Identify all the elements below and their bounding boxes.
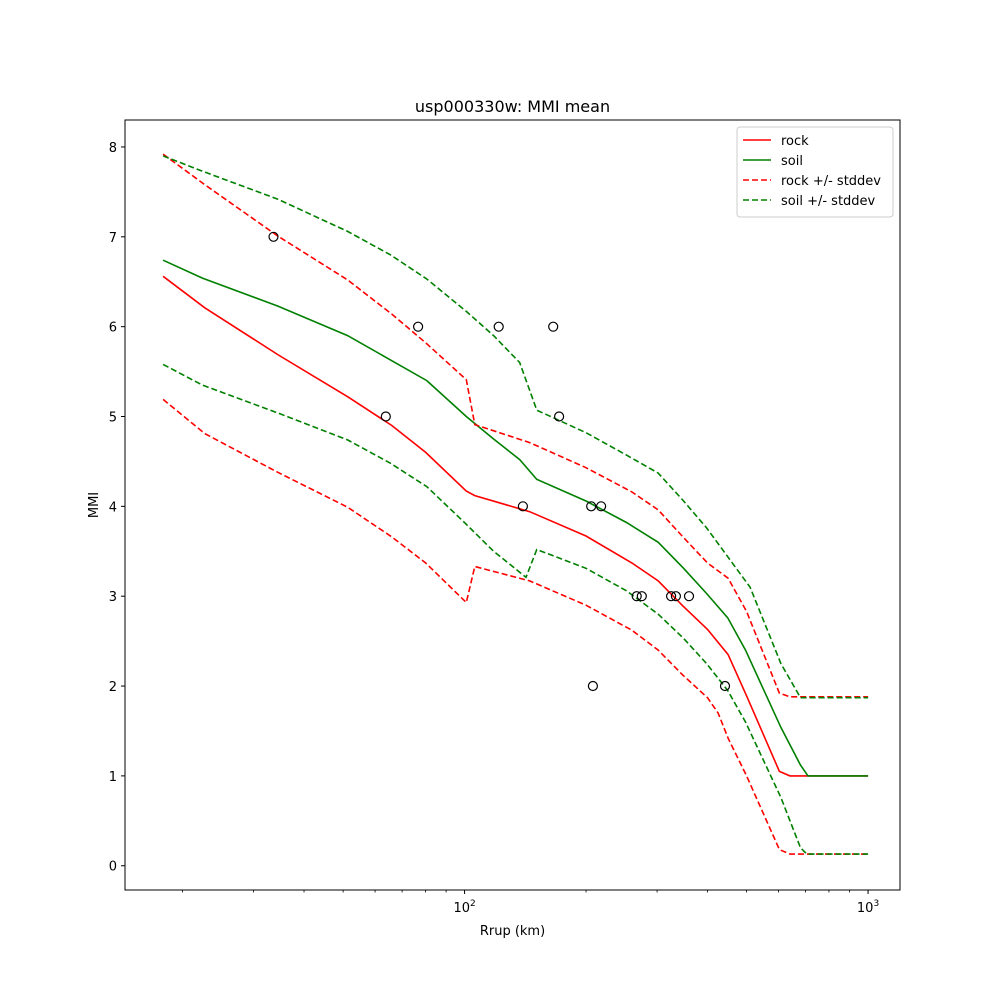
observation-point — [683, 591, 695, 602]
observation-point — [636, 591, 647, 602]
chart-title: usp000330w: MMI mean — [415, 97, 610, 116]
observation-point — [548, 321, 559, 332]
y-tick-label: 4 — [109, 500, 117, 515]
observation-points — [268, 231, 731, 692]
legend: rock soil rock +/- stddev soil +/- stddev — [736, 126, 894, 218]
series-line-2 — [162, 153, 869, 698]
x-tick-label: 102 — [453, 899, 475, 916]
y-tick-label: 0 — [109, 860, 117, 875]
series-line-0 — [162, 275, 869, 777]
observation-point — [631, 591, 642, 602]
observation-point — [670, 591, 682, 602]
legend-label: soil — [781, 154, 803, 169]
y-tick-label: 5 — [109, 410, 117, 425]
axes-frame — [124, 119, 901, 891]
series-line-3 — [162, 398, 869, 855]
observation-point — [587, 680, 599, 692]
y-tick-label: 2 — [109, 680, 117, 695]
y-tick-label: 6 — [109, 321, 117, 336]
x-tick-label: 103 — [857, 899, 879, 916]
observation-point — [586, 501, 597, 512]
observation-point — [517, 501, 529, 512]
legend-label: rock +/- stddev — [781, 174, 881, 189]
plot-area — [162, 153, 869, 855]
series-line-4 — [162, 155, 869, 699]
y-axis: 0 1 2 3 4 5 6 7 8 — [109, 141, 125, 875]
observation-point — [493, 321, 504, 332]
y-axis-label: MMI — [87, 492, 102, 518]
legend-label: rock — [781, 134, 809, 149]
x-axis: 102 103 — [182, 890, 879, 916]
y-tick-label: 7 — [109, 231, 117, 246]
y-tick-label: 3 — [109, 590, 117, 605]
legend-label: soil +/- stddev — [781, 194, 876, 209]
observation-point — [268, 231, 279, 242]
observation-point — [665, 591, 677, 602]
x-axis-label: Rrup (km) — [480, 924, 545, 939]
y-tick-label: 1 — [109, 770, 117, 785]
legend-box — [736, 126, 894, 218]
series-line-5 — [162, 363, 869, 855]
observation-point — [553, 411, 565, 422]
series-line-1 — [162, 259, 869, 777]
observation-point — [380, 411, 391, 422]
observation-point — [413, 321, 424, 332]
observation-point — [595, 501, 607, 512]
y-tick-label: 8 — [109, 141, 117, 156]
observation-point — [719, 680, 731, 692]
